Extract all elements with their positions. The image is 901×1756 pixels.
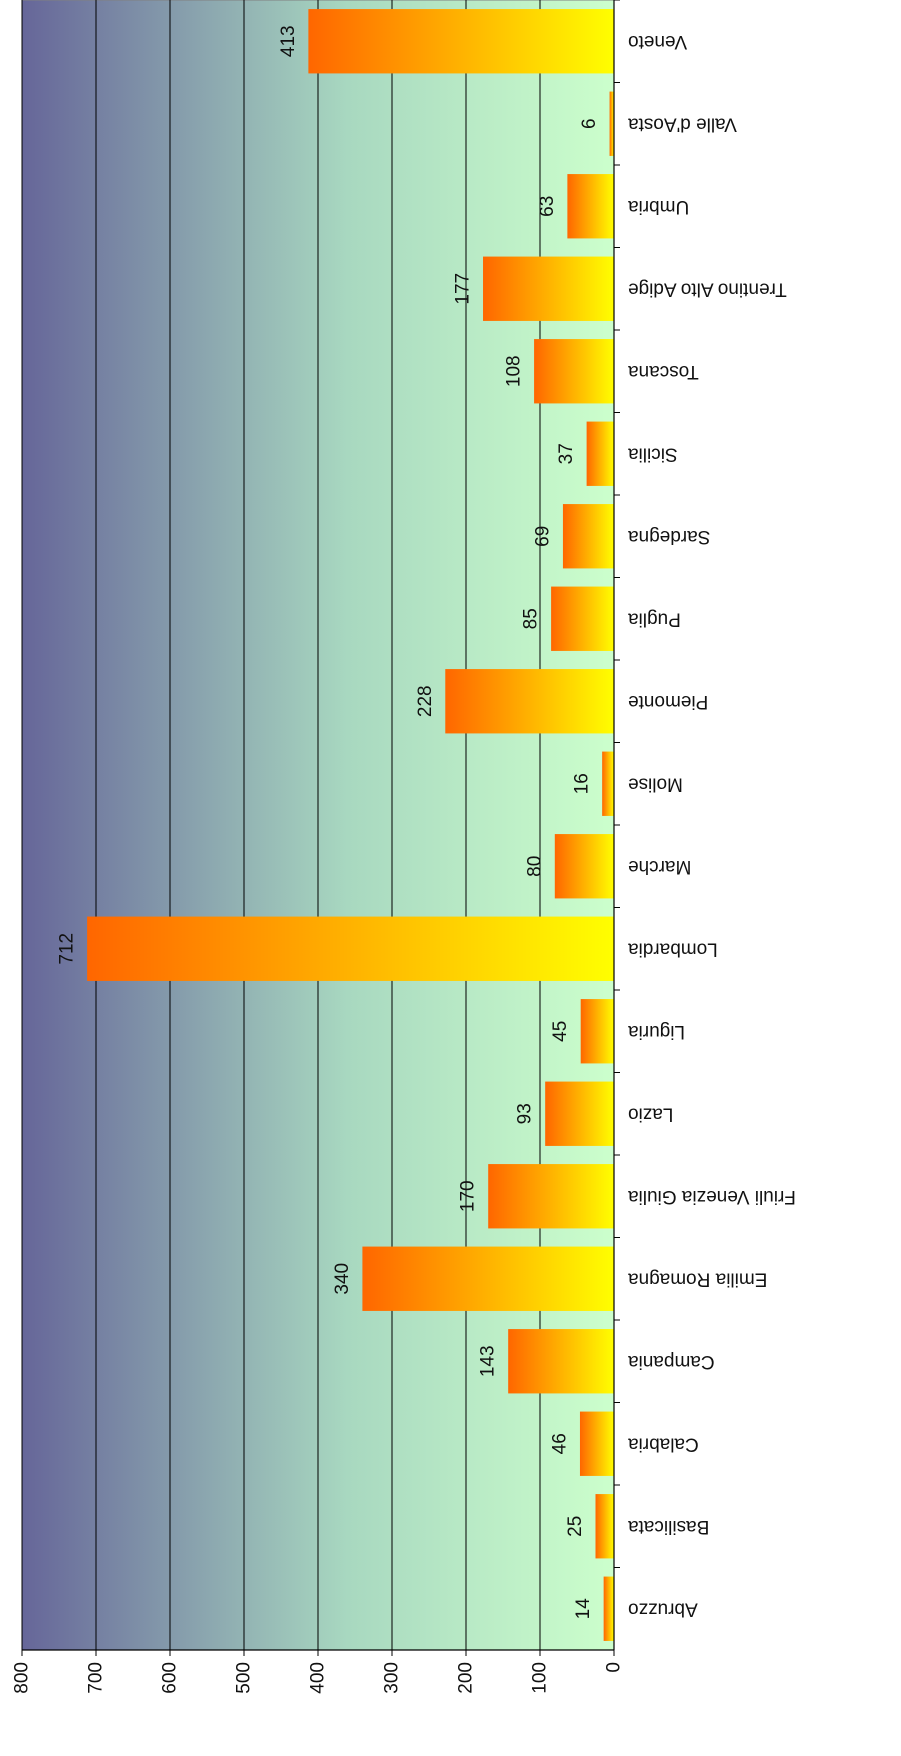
category-label: Lombardia	[628, 938, 718, 959]
category-label: Molise	[628, 773, 683, 794]
category-label: Umbria	[628, 196, 690, 217]
category-label: Liguria	[628, 1021, 685, 1042]
data-labels: 14 25 46 143 340 170 93 45 712 80 16 228 85 69 37 108 17…	[57, 25, 600, 1619]
category-label: Marche	[628, 856, 691, 877]
bar	[603, 1576, 614, 1641]
bar	[545, 1081, 614, 1146]
category-label: Emilia Romagna	[628, 1268, 768, 1289]
bar	[488, 1164, 614, 1229]
bar	[554, 834, 614, 899]
data-label: 170	[458, 1180, 479, 1212]
value-axis-tick-label: 200	[456, 1662, 477, 1694]
value-axis-tick-label: 700	[86, 1662, 107, 1694]
bar-series	[87, 9, 615, 1641]
data-label: 37	[556, 443, 577, 464]
data-label: 25	[565, 1516, 586, 1537]
data-label: 228	[415, 685, 436, 717]
bar	[534, 339, 614, 404]
bar	[567, 174, 614, 239]
bar	[609, 91, 614, 156]
axes	[21, 0, 620, 1656]
bar	[579, 1411, 614, 1476]
value-axis-tick-label: 800	[12, 1662, 33, 1694]
bar	[308, 9, 614, 74]
category-label: Sardegna	[628, 526, 711, 547]
value-axis-tick-label: 100	[530, 1662, 551, 1694]
data-label: 108	[504, 355, 525, 387]
data-label: 85	[521, 608, 542, 629]
data-label: 712	[57, 933, 78, 965]
data-label: 80	[524, 856, 545, 877]
bar	[551, 586, 614, 651]
category-label: Trentino Alto Adige	[628, 278, 787, 299]
category-labels: Abruzzo Basilicata Calabria Campania Emilia …	[628, 31, 796, 1620]
bar	[362, 1246, 614, 1311]
bar	[445, 669, 614, 734]
bar	[87, 916, 615, 981]
data-label: 340	[332, 1263, 353, 1295]
data-label: 69	[532, 526, 553, 547]
data-label: 93	[515, 1103, 536, 1124]
category-label: Abruzzo	[628, 1598, 698, 1619]
category-label: Toscana	[628, 361, 699, 382]
data-label: 46	[549, 1433, 570, 1454]
value-axis-tick-labels: 0 100 200 300 400 500 600 700 800	[12, 1662, 625, 1694]
category-label: Sicilia	[628, 443, 678, 464]
category-label: Basilicata	[628, 1516, 710, 1537]
bar	[562, 504, 614, 569]
data-label: 143	[478, 1345, 499, 1377]
data-label: 16	[572, 773, 593, 794]
data-label: 45	[550, 1021, 571, 1042]
bar	[508, 1329, 614, 1394]
data-label: 14	[573, 1598, 594, 1620]
bar	[602, 751, 614, 816]
data-label: 6	[579, 118, 600, 129]
category-label: Piemonte	[628, 691, 708, 712]
value-axis-tick-label: 500	[234, 1662, 255, 1694]
bar	[586, 421, 614, 486]
category-label: Campania	[628, 1351, 715, 1372]
bar	[595, 1494, 614, 1559]
bar	[483, 256, 614, 321]
value-axis-tick-label: 0	[604, 1662, 625, 1673]
value-axis-tick-label: 300	[382, 1662, 403, 1694]
category-label: Valle d'Aosta	[628, 113, 737, 134]
category-label: Veneto	[628, 31, 687, 52]
value-axis-tick-label: 400	[308, 1662, 329, 1694]
category-label: Lazio	[628, 1103, 673, 1124]
category-label: Puglia	[628, 608, 681, 629]
data-label: 177	[453, 273, 474, 305]
value-axis-tick-label: 600	[160, 1662, 181, 1694]
category-label: Friuli Venezia Giulia	[628, 1186, 796, 1207]
data-label: 413	[278, 25, 299, 57]
data-label: 63	[537, 196, 558, 217]
category-label: Calabria	[628, 1433, 699, 1454]
bar	[580, 999, 614, 1064]
